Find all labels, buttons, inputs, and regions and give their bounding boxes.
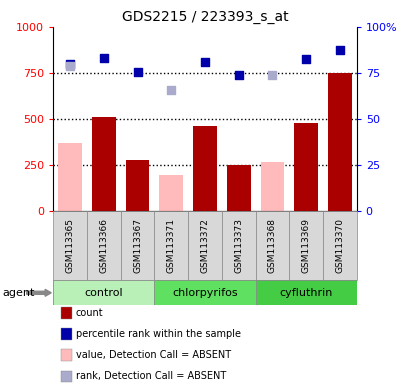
- Bar: [159, 175, 183, 211]
- Bar: [193, 126, 216, 211]
- Point: [201, 59, 208, 65]
- FancyBboxPatch shape: [255, 211, 289, 280]
- Point: [100, 55, 107, 61]
- Bar: [294, 123, 317, 211]
- Bar: [226, 165, 250, 211]
- Bar: [260, 162, 283, 211]
- Text: GSM113369: GSM113369: [301, 218, 310, 273]
- Point: [67, 63, 73, 69]
- Bar: [58, 143, 82, 211]
- FancyBboxPatch shape: [87, 211, 120, 280]
- Text: chlorpyrifos: chlorpyrifos: [172, 288, 237, 298]
- FancyBboxPatch shape: [188, 211, 221, 280]
- Point: [302, 56, 309, 62]
- FancyBboxPatch shape: [53, 280, 356, 305]
- FancyBboxPatch shape: [221, 211, 255, 280]
- Point: [67, 61, 73, 67]
- Text: count: count: [76, 308, 103, 318]
- Bar: [126, 160, 149, 211]
- Text: GSM113373: GSM113373: [234, 218, 243, 273]
- FancyBboxPatch shape: [154, 211, 188, 280]
- Point: [235, 72, 241, 78]
- Text: percentile rank within the sample: percentile rank within the sample: [76, 329, 240, 339]
- Text: GSM113367: GSM113367: [133, 218, 142, 273]
- Text: agent: agent: [2, 288, 34, 298]
- Point: [168, 86, 174, 93]
- Title: GDS2215 / 223393_s_at: GDS2215 / 223393_s_at: [121, 10, 288, 25]
- Text: GSM113370: GSM113370: [335, 218, 344, 273]
- FancyBboxPatch shape: [120, 211, 154, 280]
- Text: GSM113371: GSM113371: [166, 218, 175, 273]
- Point: [268, 72, 275, 78]
- Text: control: control: [84, 288, 123, 298]
- Text: cyfluthrin: cyfluthrin: [279, 288, 332, 298]
- Text: GSM113366: GSM113366: [99, 218, 108, 273]
- Point: [134, 69, 141, 75]
- Bar: [327, 73, 351, 211]
- FancyBboxPatch shape: [154, 280, 255, 305]
- Text: rank, Detection Call = ABSENT: rank, Detection Call = ABSENT: [76, 371, 225, 381]
- Text: GSM113372: GSM113372: [200, 218, 209, 273]
- FancyBboxPatch shape: [53, 280, 154, 305]
- FancyBboxPatch shape: [289, 211, 322, 280]
- FancyBboxPatch shape: [255, 280, 356, 305]
- Text: GSM113368: GSM113368: [267, 218, 276, 273]
- Bar: [92, 117, 115, 211]
- Text: value, Detection Call = ABSENT: value, Detection Call = ABSENT: [76, 350, 230, 360]
- FancyBboxPatch shape: [322, 211, 356, 280]
- Point: [336, 47, 342, 53]
- Text: GSM113365: GSM113365: [65, 218, 74, 273]
- FancyBboxPatch shape: [53, 211, 87, 280]
